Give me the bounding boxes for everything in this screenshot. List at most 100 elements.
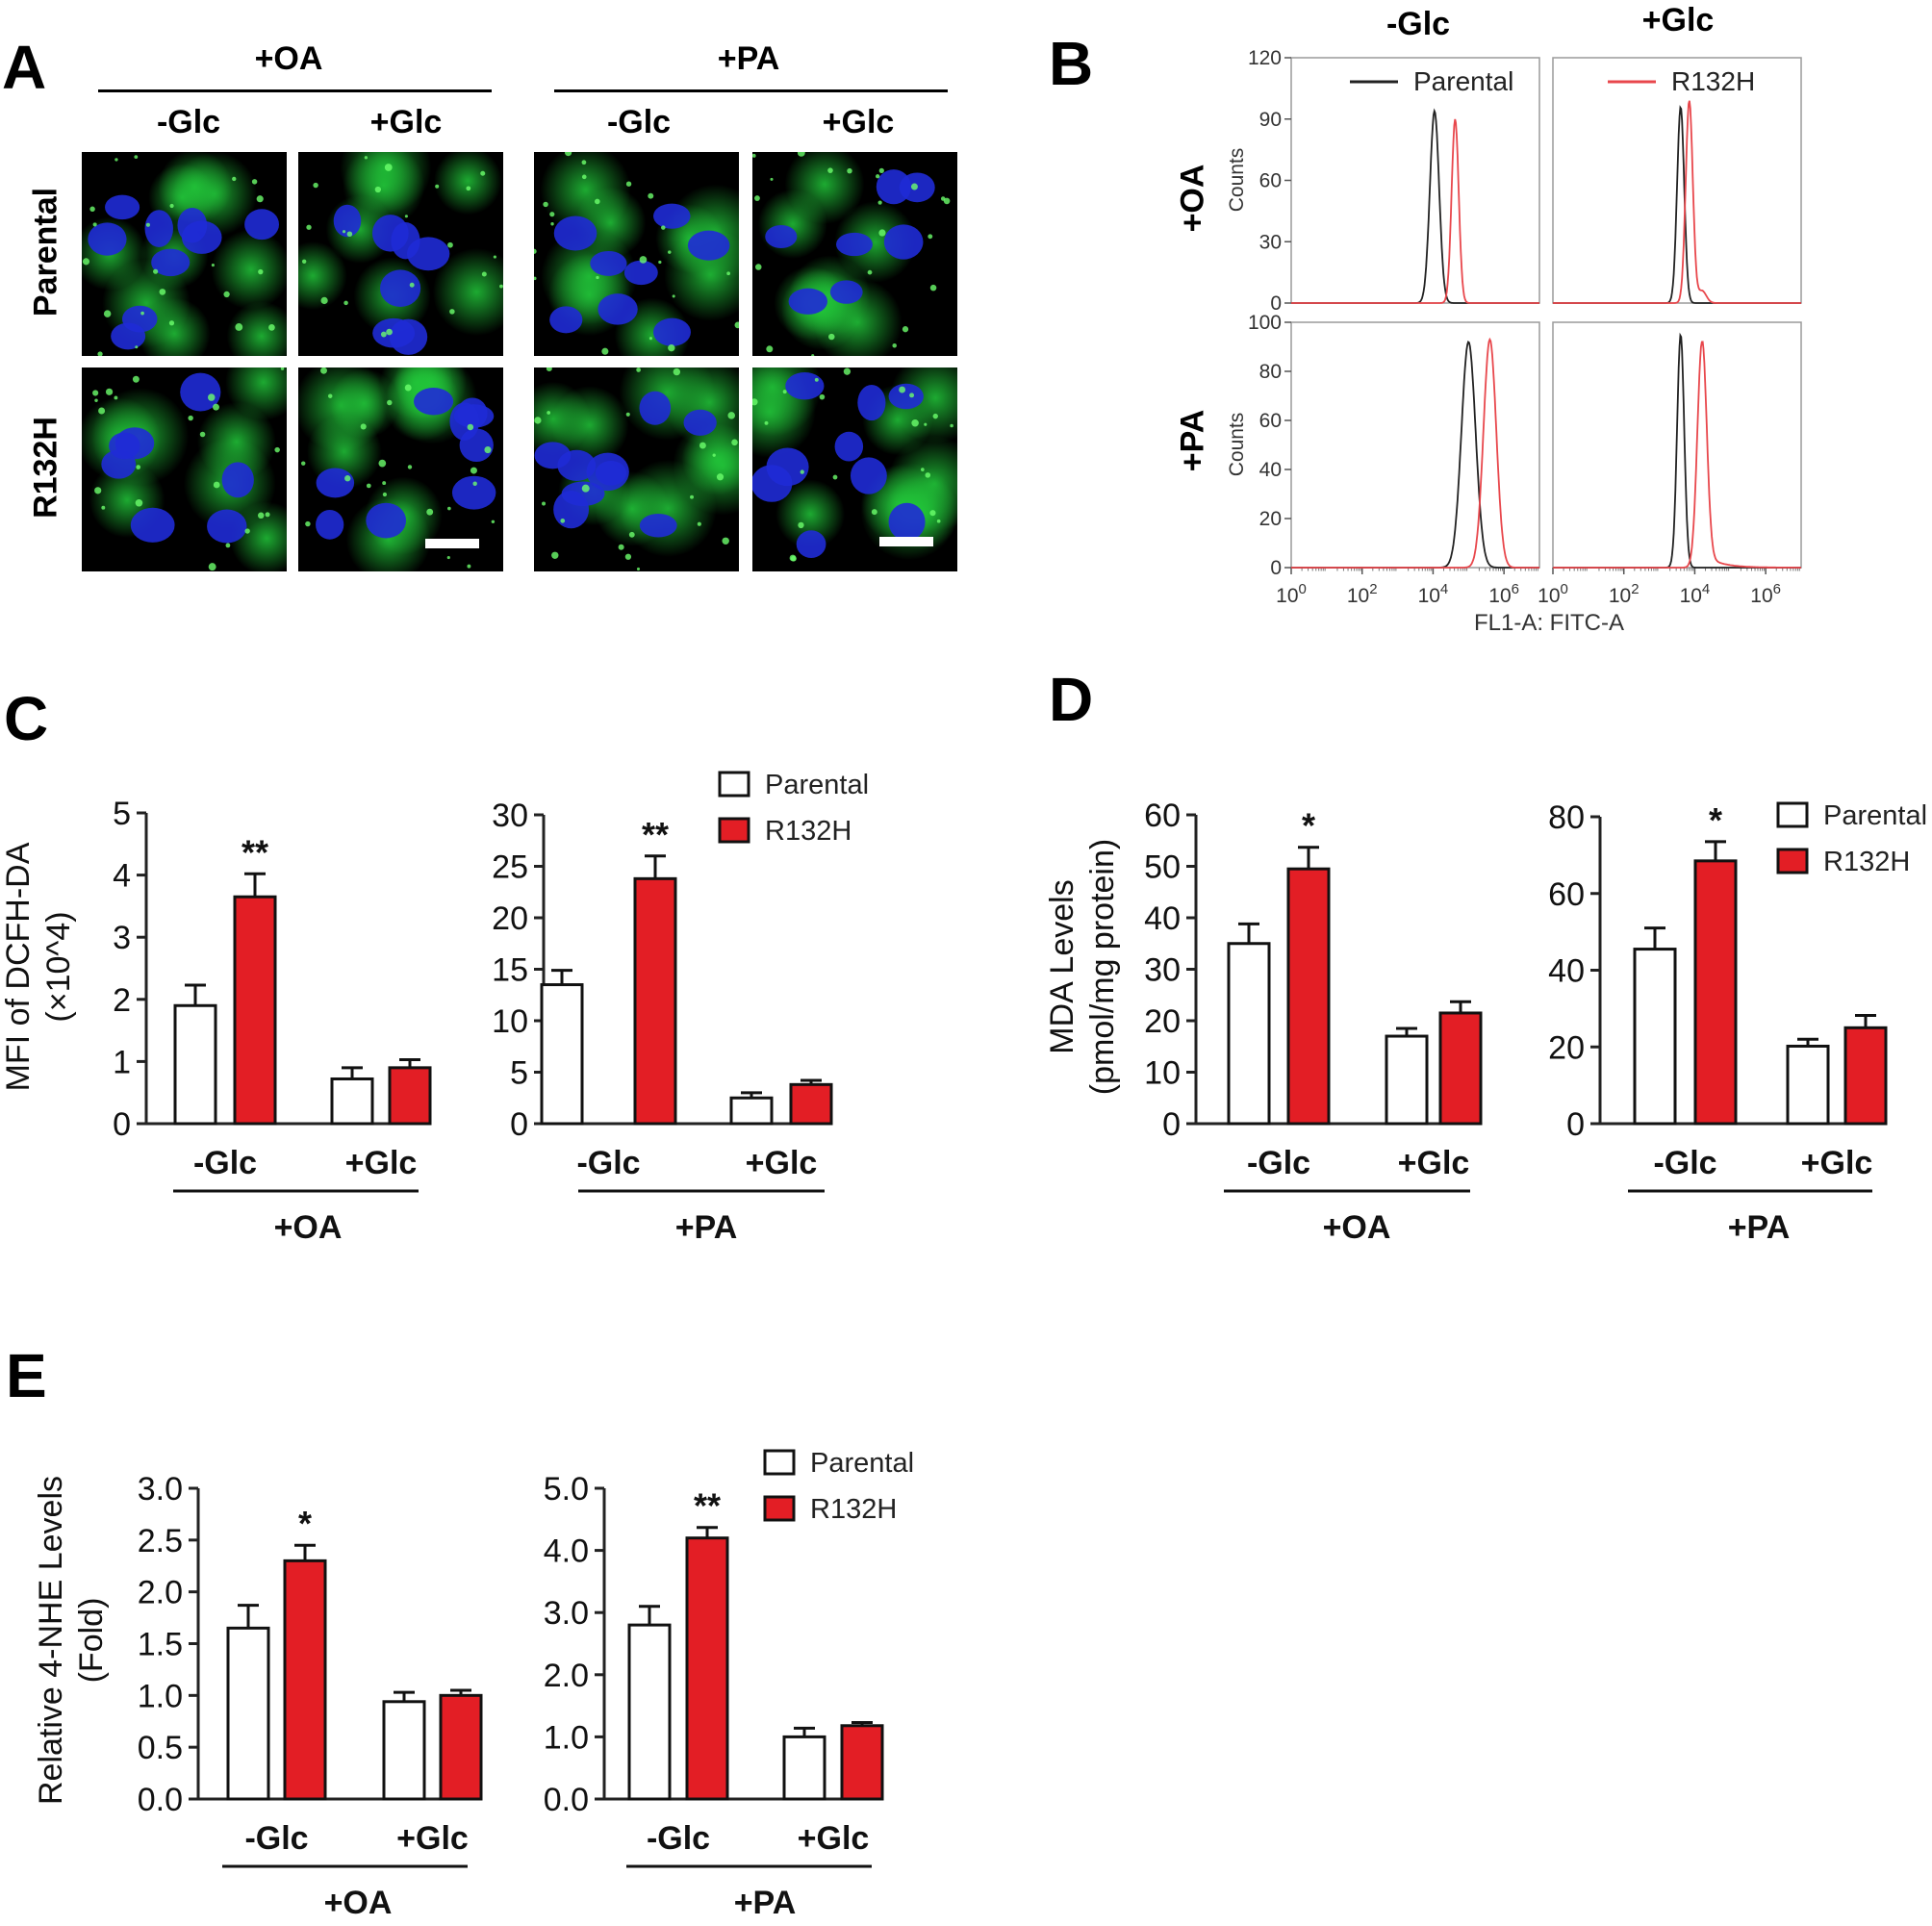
cytoplasm-stain	[834, 201, 916, 283]
lipid-dot	[920, 468, 925, 471]
lipid-dot	[89, 206, 95, 212]
lipid-dot	[924, 422, 928, 426]
lipid-dot	[140, 311, 144, 316]
lipid-dot	[731, 439, 738, 446]
bar-parental-minus-glc	[173, 1003, 217, 1126]
bar-r132h-minus-glc	[685, 1536, 729, 1801]
micrograph-r132h-oa-plus-glc	[298, 367, 503, 571]
lipid-dot	[274, 446, 280, 453]
y-tick-label: 0.0	[544, 1782, 589, 1818]
lipid-dot	[301, 259, 307, 265]
y-tick-label: 25	[492, 849, 528, 886]
cytoplasm-stain	[775, 479, 846, 549]
group-label: +OA	[1323, 1209, 1391, 1246]
bar-parental-minus-glc	[1227, 942, 1271, 1126]
lipid-dot	[798, 521, 804, 529]
lipid-dot	[404, 215, 408, 218]
lipid-dot	[300, 461, 306, 466]
lipid-dot	[790, 555, 797, 562]
legend-r132h-swatch	[718, 817, 750, 844]
category-label: +Glc	[746, 1145, 818, 1181]
lipid-dot	[244, 528, 250, 534]
lipid-dot	[153, 268, 159, 274]
bar-r132h-plus-glc	[439, 1693, 483, 1801]
y-tick-label: 1	[113, 1044, 131, 1080]
lipid-dot	[491, 520, 496, 524]
lipid-dot	[690, 494, 694, 499]
x-tick-label: 102	[1347, 581, 1378, 607]
y-tick-label: 2.5	[138, 1523, 183, 1559]
lipid-dot	[550, 222, 554, 226]
nucleus	[687, 230, 730, 261]
y-tick-label: 3.0	[138, 1471, 183, 1508]
lipid-dot	[484, 445, 492, 454]
nucleus	[181, 220, 222, 254]
y-tick-label: 80	[1548, 799, 1585, 836]
lipid-dot	[366, 483, 371, 489]
legend-parental-swatch	[718, 771, 750, 798]
y-axis-label-units: (Fold)	[73, 1598, 110, 1684]
y-tick-label: 2.0	[138, 1575, 183, 1611]
lipid-dot	[928, 234, 933, 240]
nucleus	[834, 431, 864, 462]
lipid-dot	[257, 512, 265, 520]
cytoplasm-stain	[784, 152, 865, 224]
y-tick-label: 0.0	[138, 1782, 183, 1818]
y-tick-label: 1.0	[544, 1719, 589, 1756]
lipid-dot	[346, 231, 353, 238]
lipid-dot	[342, 230, 346, 234]
lipid-dot	[188, 415, 193, 421]
lipid-dot	[199, 431, 206, 438]
lipid-dot	[280, 367, 285, 370]
lipid-dot	[98, 407, 106, 415]
lipid-dot	[382, 492, 388, 497]
nucleus	[407, 237, 450, 271]
nucleus	[850, 457, 887, 494]
bar-r132h-minus-glc	[633, 876, 677, 1126]
nucleus	[413, 388, 454, 416]
lipid-dot	[877, 200, 882, 205]
lipid-dot	[136, 465, 141, 469]
x-tick-label: 100	[1538, 581, 1568, 607]
lipid-dot	[360, 423, 367, 430]
y-tick-label: 20	[1548, 1029, 1585, 1066]
lipid-dot	[581, 484, 590, 493]
panel-a-col-oa-minus-glc: -Glc	[156, 104, 221, 140]
y-tick-label: 15	[492, 952, 528, 989]
group-label: +OA	[324, 1885, 393, 1921]
bar-parental-minus-glc	[540, 983, 584, 1126]
nucleus	[876, 169, 911, 205]
lipid-dot	[847, 167, 852, 174]
x-tick-label: 100	[1276, 581, 1307, 607]
lipid-dot	[251, 179, 258, 185]
legend-r132h-label: R132H	[810, 1494, 897, 1525]
cytoplasm-stain	[534, 381, 591, 457]
bar-r132h-minus-glc	[233, 895, 277, 1126]
lipid-dot	[867, 269, 873, 275]
y-axis-label-units: (×10^4)	[40, 911, 77, 1022]
lipid-dot	[546, 367, 552, 372]
bar-r132h-minus-glc	[283, 1559, 327, 1801]
bar-parental-plus-glc	[1786, 1044, 1830, 1126]
nucleus	[316, 468, 355, 498]
lipid-dot	[208, 563, 216, 571]
nucleus	[221, 462, 254, 498]
lipid-dot	[382, 481, 387, 486]
histogram-series-r132h	[1553, 100, 1801, 304]
nucleus	[883, 224, 924, 260]
lipid-dot	[223, 291, 230, 298]
lipid-dot	[534, 248, 537, 254]
histogram-series-r132h	[1291, 337, 1539, 569]
nucleus	[653, 203, 691, 229]
lipid-dot	[766, 345, 774, 353]
bar-parental-plus-glc	[1385, 1034, 1429, 1126]
panel-b-xlabel: FL1-A: FITC-A	[1474, 610, 1624, 636]
panel-b-col-minus-glc: -Glc	[1385, 6, 1451, 42]
lipid-dot	[466, 186, 471, 191]
panel-b-ylabel-top: Counts	[1226, 148, 1248, 213]
lipid-dot	[97, 351, 103, 356]
significance-marker: *	[1709, 800, 1722, 840]
bar-parental-plus-glc	[782, 1735, 826, 1801]
y-tick-label: 0	[1566, 1106, 1585, 1143]
y-tick-label: 0	[510, 1106, 528, 1143]
